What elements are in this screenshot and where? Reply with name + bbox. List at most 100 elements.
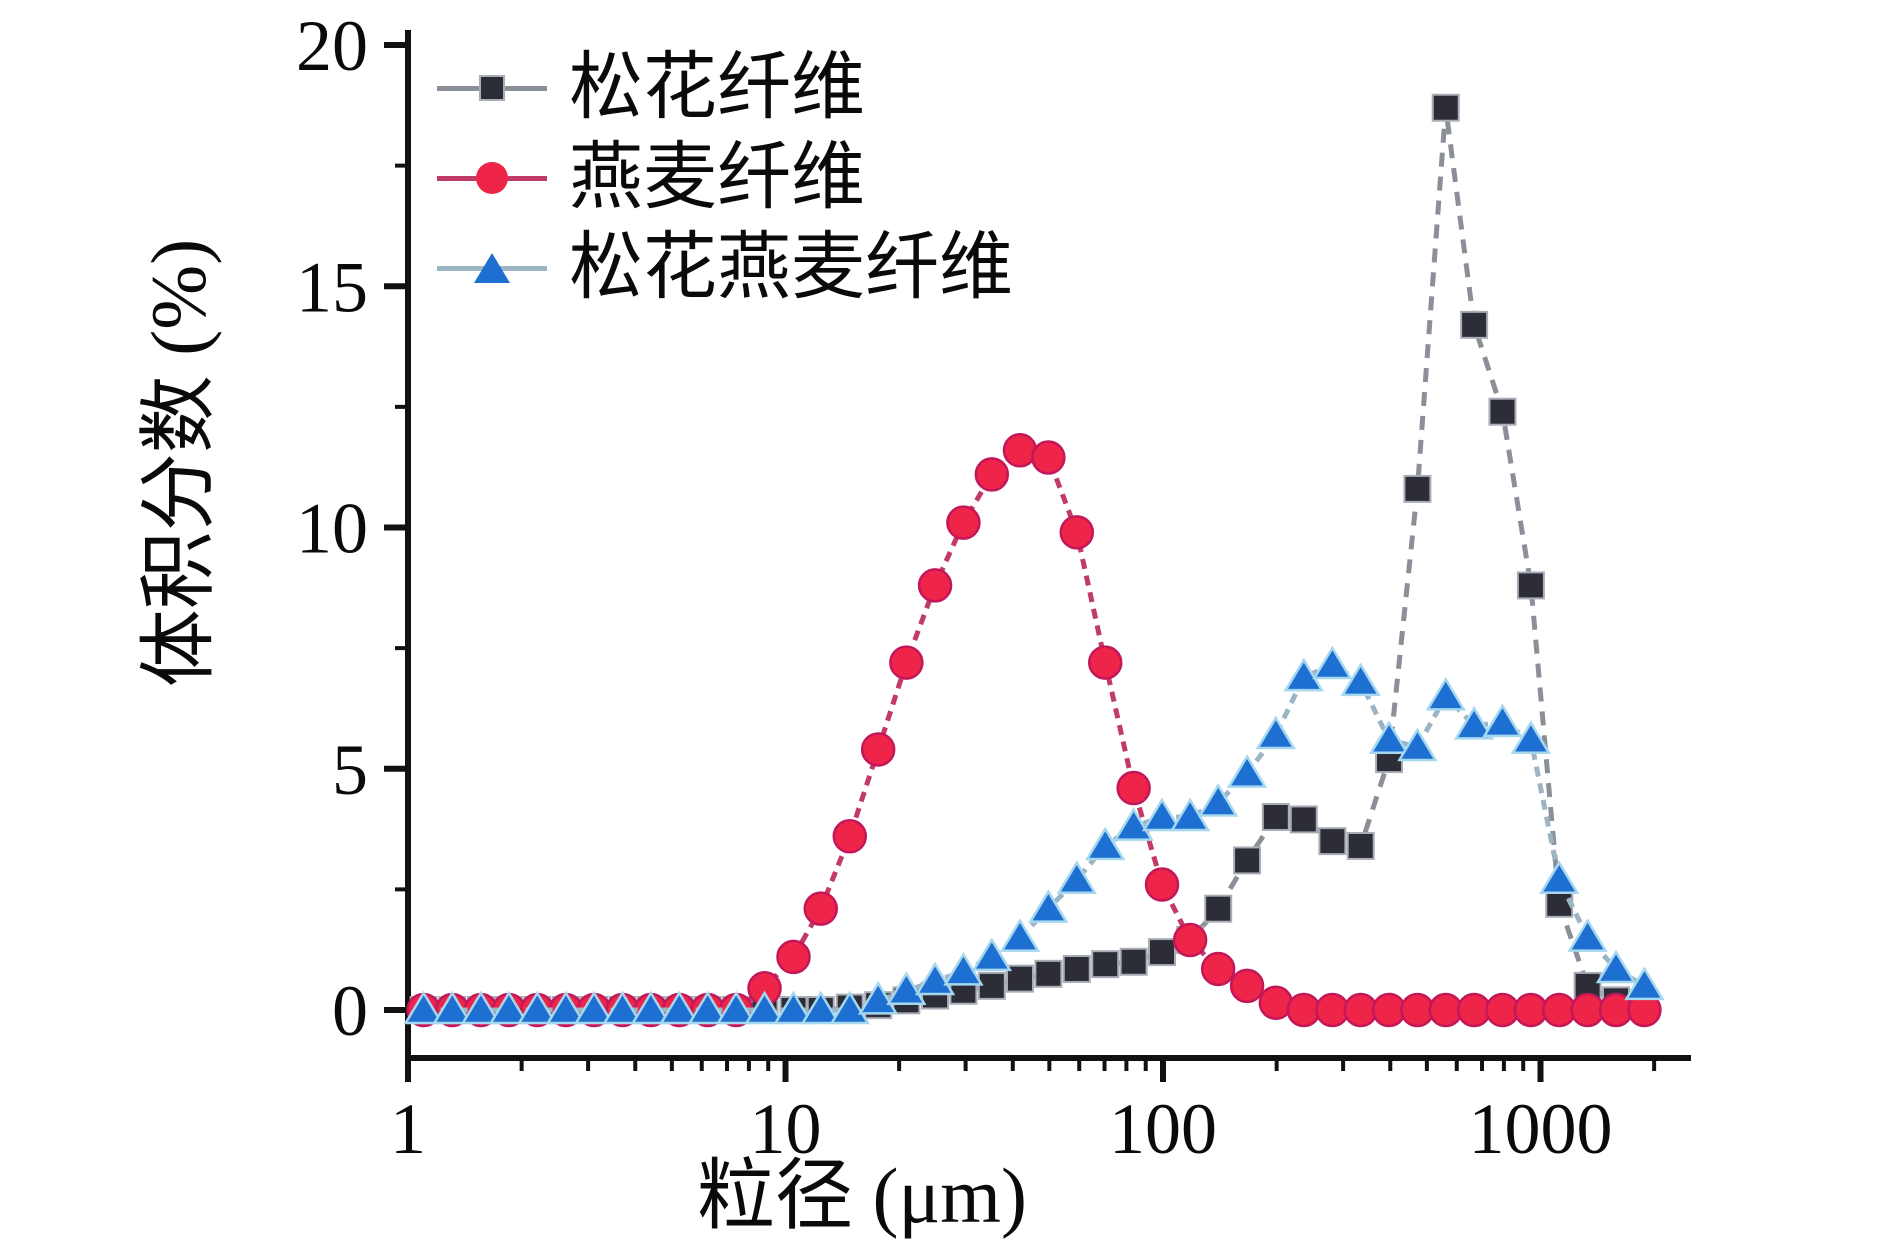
data-point-triangle	[1453, 705, 1495, 740]
data-point-triangle	[1113, 807, 1154, 841]
legend-item-oat-fiber: 燕麦纤维	[437, 133, 1013, 223]
data-point-triangle	[1085, 826, 1126, 861]
data-point-square	[1119, 947, 1148, 976]
data-point-triangle	[971, 937, 1013, 972]
legend-marker-triangle-icon	[437, 223, 547, 313]
axes-layer: 1 10 100 1000 0 5 10 15 20	[296, 6, 1691, 1169]
data-point-triangle	[773, 990, 814, 1025]
legend-marker-square-icon	[437, 43, 547, 133]
data-point-square	[1488, 397, 1517, 426]
data-point-square	[1233, 846, 1262, 875]
data-point-triangle	[1397, 727, 1438, 762]
data-point-triangle	[999, 918, 1041, 952]
data-point-circle	[1286, 992, 1322, 1028]
data-point-square	[1346, 831, 1375, 860]
data-point-triangle	[1056, 860, 1097, 894]
data-point-circle	[1229, 968, 1265, 1004]
series-松花燕麦纤维	[403, 645, 1665, 1025]
data-point-circle	[832, 819, 868, 854]
data-point-triangle	[744, 990, 785, 1025]
legend-label: 燕麦纤维	[569, 137, 865, 219]
chart-legend: 松花纤维 燕麦纤维 松花燕麦纤维	[437, 43, 1013, 313]
data-point-triangle	[517, 990, 558, 1025]
data-point-triangle	[488, 990, 530, 1025]
data-point-triangle	[886, 971, 927, 1005]
x-tick-label: 1000	[1469, 1089, 1613, 1169]
data-point-square	[1091, 950, 1120, 979]
x-tick-label: 1	[390, 1089, 426, 1169]
data-point-circle	[889, 645, 924, 680]
y-tick-label: 15	[296, 247, 368, 327]
y-tick-label: 5	[332, 730, 368, 810]
y-tick-label: 10	[296, 489, 368, 569]
data-point-triangle	[1340, 662, 1381, 697]
x-axis-title: 粒径 (μm)	[697, 1152, 1027, 1239]
data-point-triangle	[1539, 860, 1580, 894]
data-point-square	[977, 971, 1006, 1000]
data-point-circle	[1172, 922, 1208, 958]
data-point-square	[1148, 938, 1177, 967]
data-point-triangle	[1312, 645, 1353, 680]
data-point-triangle	[659, 990, 700, 1025]
data-point-triangle	[403, 990, 444, 1025]
legend-marker-circle-icon	[437, 133, 547, 223]
data-point-triangle	[1425, 676, 1466, 711]
x-tick-label: 100	[1109, 1089, 1217, 1169]
data-point-square	[1034, 959, 1063, 988]
data-point-circle	[1059, 515, 1095, 550]
data-point-triangle	[1283, 657, 1324, 692]
data-point-square	[1403, 474, 1432, 503]
data-point-triangle	[857, 980, 899, 1015]
data-point-square	[1289, 805, 1318, 834]
y-axis-title: 体积分数 (%)	[135, 239, 222, 687]
data-point-circle	[860, 732, 896, 767]
data-point-circle	[1144, 867, 1180, 902]
data-point-square	[1261, 803, 1290, 831]
data-point-square	[1204, 894, 1233, 923]
data-point-circle	[1087, 645, 1123, 680]
data-point-square	[1062, 954, 1091, 983]
data-point-triangle	[1567, 918, 1608, 952]
y-tick-label: 0	[332, 971, 368, 1051]
x-tick-label: 10	[750, 1089, 822, 1169]
data-point-triangle	[800, 990, 841, 1025]
data-point-triangle	[1482, 703, 1523, 738]
data-point-triangle	[914, 961, 956, 996]
legend-item-pine-oat-fiber: 松花燕麦纤维	[437, 223, 1013, 313]
data-point-triangle	[1595, 949, 1637, 984]
data-series-layer	[403, 93, 1665, 1028]
data-point-circle	[803, 891, 839, 926]
data-point-circle	[1116, 770, 1151, 806]
data-point-triangle	[1141, 797, 1183, 832]
data-point-triangle	[1197, 783, 1239, 817]
data-point-triangle	[687, 990, 728, 1025]
data-point-triangle	[1510, 720, 1552, 755]
data-point-triangle	[1226, 754, 1268, 788]
data-point-triangle	[432, 990, 473, 1025]
legend-item-pine-fiber: 松花纤维	[437, 43, 1013, 133]
data-point-square	[1005, 964, 1034, 993]
data-point-triangle	[460, 990, 502, 1025]
data-point-circle	[1002, 433, 1038, 468]
data-point-square	[1431, 93, 1460, 122]
data-point-triangle	[1028, 889, 1069, 923]
data-point-circle	[917, 568, 953, 603]
data-point-circle	[1031, 440, 1066, 475]
data-point-triangle	[1255, 715, 1297, 750]
data-point-triangle	[715, 990, 757, 1025]
y-tick-label: 20	[296, 6, 368, 86]
data-point-triangle	[573, 990, 615, 1025]
data-point-square	[1460, 310, 1489, 339]
data-point-triangle	[943, 951, 984, 986]
data-point-circle	[1200, 951, 1236, 987]
legend-label: 松花燕麦纤维	[569, 227, 1013, 309]
data-point-triangle	[829, 990, 870, 1025]
data-point-triangle	[602, 990, 643, 1025]
data-point-circle	[974, 457, 1010, 492]
data-point-triangle	[630, 990, 672, 1025]
legend-label: 松花纤维	[569, 47, 865, 129]
data-point-triangle	[545, 990, 587, 1025]
data-point-circle	[776, 939, 811, 975]
